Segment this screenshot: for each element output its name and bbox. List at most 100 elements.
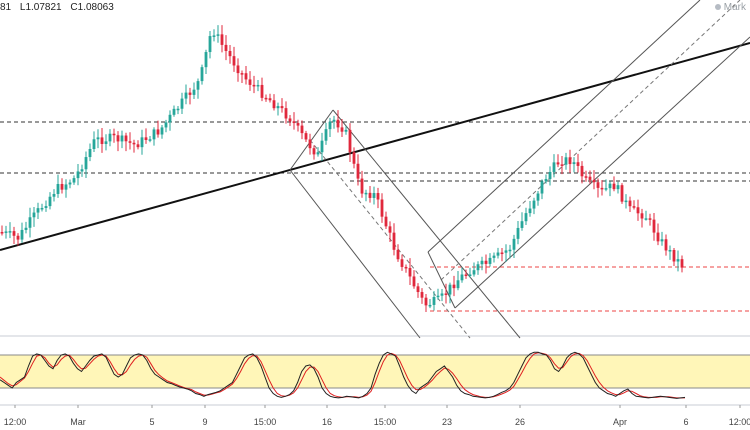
candle-body xyxy=(296,123,300,126)
candle-body xyxy=(0,232,4,234)
candle-body xyxy=(48,196,52,207)
candle-body xyxy=(232,56,236,66)
candle-body xyxy=(516,227,520,239)
candle xyxy=(12,226,16,245)
candle-body xyxy=(364,192,368,195)
candle xyxy=(188,87,192,105)
candle-body xyxy=(420,292,424,298)
candle-body xyxy=(604,188,608,190)
candle-body xyxy=(104,141,108,144)
candle-body xyxy=(488,257,492,264)
candle-body xyxy=(164,122,168,128)
candle-body xyxy=(124,135,128,142)
candle-body xyxy=(264,97,268,100)
candle xyxy=(268,93,272,103)
candle xyxy=(360,170,364,198)
candle xyxy=(292,112,296,130)
watermark-dot-icon xyxy=(714,4,721,11)
candle-body xyxy=(304,133,308,140)
candle-body xyxy=(28,217,32,228)
candle xyxy=(400,254,404,271)
candle xyxy=(572,157,576,173)
candle xyxy=(52,189,56,202)
candle-body xyxy=(252,84,256,87)
candle xyxy=(616,181,620,194)
candle-body xyxy=(224,44,228,51)
candle xyxy=(132,139,136,153)
candle xyxy=(532,197,536,215)
candle xyxy=(56,174,60,198)
candle-body xyxy=(524,213,528,222)
candle xyxy=(504,244,508,262)
candle-body xyxy=(372,193,376,198)
candle xyxy=(96,129,100,149)
candle xyxy=(644,210,648,221)
candle-body xyxy=(600,187,604,190)
candle-body xyxy=(256,84,260,87)
candle xyxy=(224,35,228,61)
candle-body xyxy=(8,231,12,233)
candle xyxy=(320,132,324,162)
candle-body xyxy=(380,199,384,217)
candle-body xyxy=(436,295,440,298)
candle-body xyxy=(440,293,444,296)
candle xyxy=(184,84,188,105)
candle xyxy=(488,253,492,267)
candle-body xyxy=(320,140,324,153)
candle-body xyxy=(664,239,668,251)
candle-body xyxy=(412,276,416,287)
candle-body xyxy=(324,129,328,141)
time-tick-label: 15:00 xyxy=(254,417,277,427)
candle xyxy=(40,203,44,212)
candle xyxy=(604,179,608,192)
candle xyxy=(444,283,448,304)
candle-body xyxy=(404,266,408,269)
candle xyxy=(596,178,600,198)
candle-body xyxy=(332,119,336,122)
candle xyxy=(88,143,92,162)
candle xyxy=(180,92,184,115)
candle xyxy=(528,201,532,217)
candle-body xyxy=(12,231,16,236)
candle-body xyxy=(116,135,120,142)
candle xyxy=(524,207,528,226)
candle xyxy=(172,105,176,117)
candle-body xyxy=(584,176,588,178)
candle-body xyxy=(496,252,500,256)
candle-body xyxy=(316,152,320,155)
candle-body xyxy=(280,106,284,109)
candle xyxy=(668,245,672,260)
candle xyxy=(100,127,104,153)
candle xyxy=(276,102,280,116)
candle xyxy=(260,77,264,102)
channel-line xyxy=(454,36,750,309)
candle xyxy=(24,221,28,234)
candle xyxy=(328,117,332,138)
candle-body xyxy=(92,139,96,150)
candle xyxy=(640,208,644,228)
candle-body xyxy=(424,297,428,306)
candle-body xyxy=(504,250,508,253)
candle xyxy=(468,267,472,278)
candle-body xyxy=(32,212,36,218)
candle xyxy=(64,179,68,198)
candle xyxy=(36,202,40,219)
candle xyxy=(336,110,340,133)
candle xyxy=(20,222,24,243)
candle-body xyxy=(544,179,548,182)
candle-body xyxy=(268,98,272,101)
candle-body xyxy=(220,34,224,45)
candle xyxy=(192,82,196,100)
candle xyxy=(680,255,684,273)
time-tick-label: 15:00 xyxy=(374,417,397,427)
candle-body xyxy=(312,148,316,155)
candle xyxy=(284,101,288,124)
candle xyxy=(108,129,112,147)
candle xyxy=(160,125,164,139)
candle-body xyxy=(460,274,464,281)
time-tick-label: 16 xyxy=(322,417,332,427)
candle-body xyxy=(148,139,152,141)
candle-body xyxy=(396,249,400,260)
candle-body xyxy=(532,200,536,209)
